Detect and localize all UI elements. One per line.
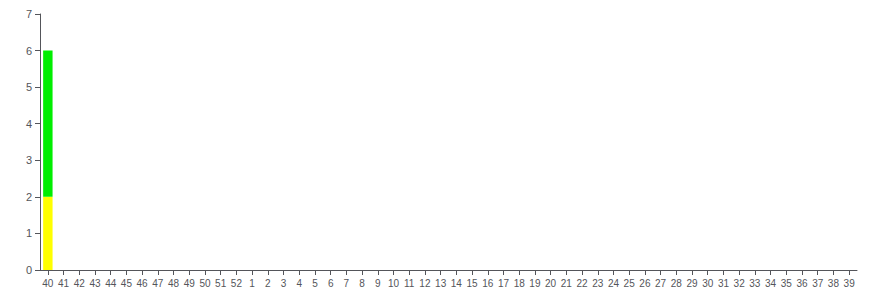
svg-text:28: 28: [671, 278, 683, 289]
svg-text:5: 5: [26, 81, 32, 93]
svg-text:15: 15: [467, 278, 479, 289]
svg-text:17: 17: [498, 278, 510, 289]
svg-text:43: 43: [89, 278, 101, 289]
svg-text:4: 4: [26, 118, 32, 130]
svg-text:40: 40: [42, 278, 54, 289]
svg-text:2: 2: [265, 278, 271, 289]
svg-text:9: 9: [375, 278, 381, 289]
svg-text:23: 23: [592, 278, 604, 289]
svg-text:25: 25: [624, 278, 636, 289]
svg-text:12: 12: [419, 278, 431, 289]
svg-text:7: 7: [344, 278, 350, 289]
svg-text:51: 51: [215, 278, 227, 289]
svg-text:41: 41: [58, 278, 70, 289]
svg-text:44: 44: [105, 278, 117, 289]
svg-text:7: 7: [26, 8, 32, 20]
svg-text:47: 47: [152, 278, 164, 289]
svg-text:48: 48: [168, 278, 180, 289]
svg-text:0: 0: [26, 264, 32, 276]
svg-text:30: 30: [702, 278, 714, 289]
svg-text:46: 46: [137, 278, 149, 289]
svg-text:5: 5: [312, 278, 318, 289]
svg-text:18: 18: [514, 278, 526, 289]
svg-text:24: 24: [608, 278, 620, 289]
svg-text:3: 3: [26, 154, 32, 166]
svg-text:8: 8: [359, 278, 365, 289]
svg-text:10: 10: [388, 278, 400, 289]
svg-text:1: 1: [249, 278, 255, 289]
svg-text:29: 29: [686, 278, 698, 289]
svg-text:36: 36: [796, 278, 808, 289]
svg-text:32: 32: [734, 278, 746, 289]
svg-text:39: 39: [844, 278, 856, 289]
svg-text:34: 34: [765, 278, 777, 289]
svg-text:38: 38: [828, 278, 840, 289]
svg-text:2: 2: [26, 191, 32, 203]
svg-text:27: 27: [655, 278, 667, 289]
svg-text:33: 33: [749, 278, 761, 289]
svg-text:37: 37: [812, 278, 824, 289]
svg-text:42: 42: [74, 278, 86, 289]
svg-text:16: 16: [482, 278, 494, 289]
svg-text:49: 49: [184, 278, 196, 289]
svg-text:11: 11: [404, 278, 415, 289]
svg-text:14: 14: [451, 278, 463, 289]
svg-text:22: 22: [576, 278, 588, 289]
svg-text:4: 4: [296, 278, 302, 289]
svg-text:50: 50: [199, 278, 211, 289]
svg-text:21: 21: [561, 278, 573, 289]
svg-text:31: 31: [718, 278, 730, 289]
svg-text:13: 13: [435, 278, 447, 289]
svg-text:52: 52: [231, 278, 243, 289]
svg-text:3: 3: [281, 278, 287, 289]
svg-text:6: 6: [328, 278, 334, 289]
svg-text:35: 35: [781, 278, 793, 289]
svg-text:19: 19: [529, 278, 541, 289]
svg-text:20: 20: [545, 278, 557, 289]
svg-text:1: 1: [26, 227, 32, 239]
svg-text:26: 26: [639, 278, 651, 289]
svg-text:6: 6: [26, 45, 32, 57]
svg-text:45: 45: [121, 278, 133, 289]
